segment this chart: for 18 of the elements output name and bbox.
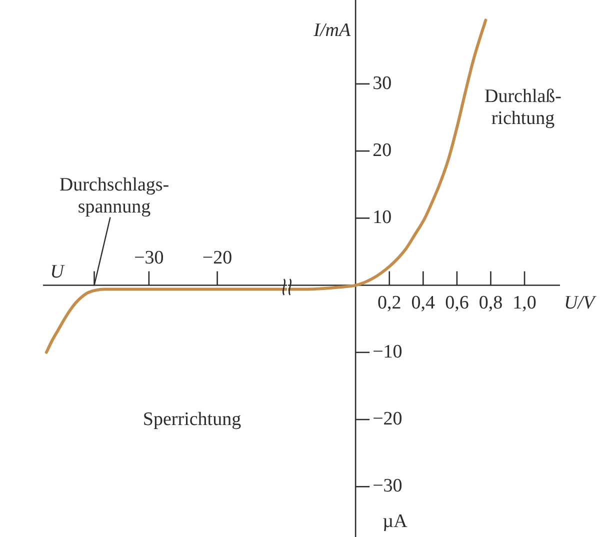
y-tick-label: −30 xyxy=(372,476,402,497)
y-tick-label: −10 xyxy=(372,341,402,362)
annotation: Durchschlags- spannung xyxy=(59,174,170,218)
annotation: µA xyxy=(382,510,408,532)
x-tick-label: 0,6 xyxy=(445,292,469,314)
y-tick-label: 20 xyxy=(372,140,392,162)
x-axis-title: U xyxy=(50,261,66,282)
y-tick-label: 30 xyxy=(372,72,392,94)
y-tick-label: 10 xyxy=(372,207,392,228)
x-axis-title: U/V xyxy=(564,292,597,314)
x-tick-label: 0,2 xyxy=(377,292,402,314)
x-tick-label: 1,0 xyxy=(512,292,536,314)
y-tick-label: −20 xyxy=(372,408,402,430)
y-axis-title: I/mA xyxy=(312,20,351,41)
annotation: Durchlaß- richtung xyxy=(484,86,562,129)
x-tick-label: 0,8 xyxy=(478,292,503,314)
x-tick-label: 0,4 xyxy=(411,292,436,314)
annotation: Sperrichtung xyxy=(142,408,242,430)
